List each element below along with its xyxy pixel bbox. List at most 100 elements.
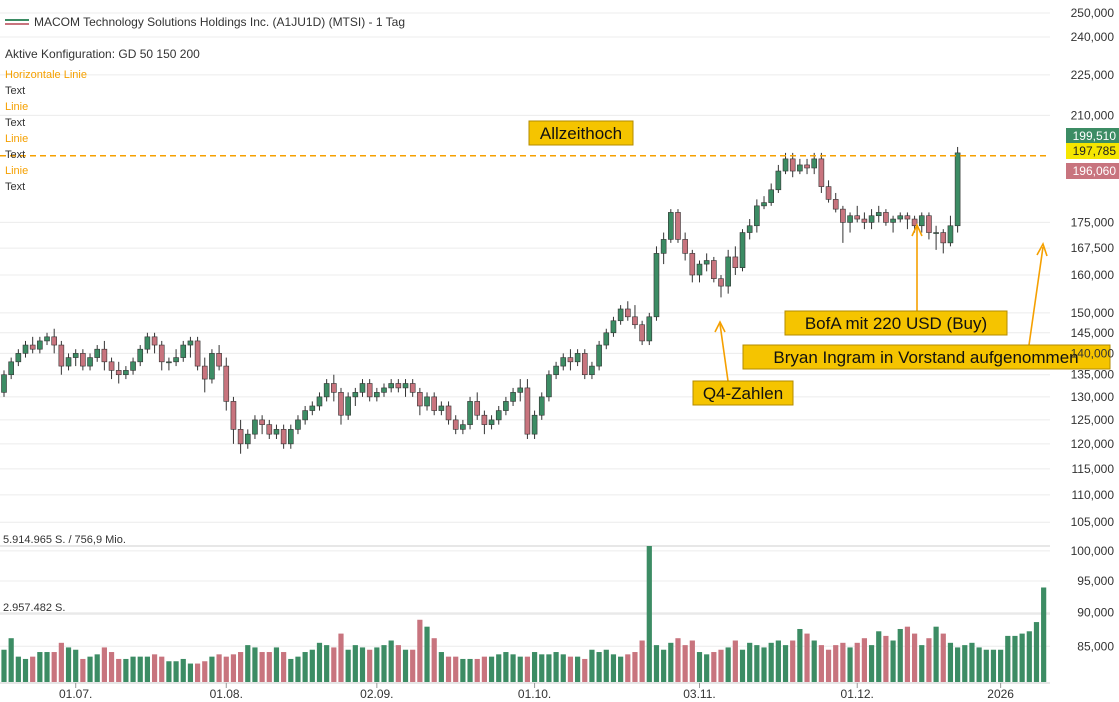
candle-body[interactable] <box>797 164 803 172</box>
candle-body[interactable] <box>331 383 337 393</box>
candle-body[interactable] <box>553 365 559 376</box>
candle-body[interactable] <box>610 320 617 334</box>
candle-body[interactable] <box>668 212 674 240</box>
candle-body[interactable] <box>244 433 251 445</box>
candle-body[interactable] <box>689 253 696 276</box>
candle-body[interactable] <box>8 361 14 376</box>
candle-body[interactable] <box>173 357 179 363</box>
candle-body[interactable] <box>295 419 301 430</box>
candle-body[interactable] <box>581 353 588 376</box>
candle-body[interactable] <box>847 215 853 223</box>
candle-body[interactable] <box>359 383 366 393</box>
candle-body[interactable] <box>739 232 746 269</box>
candle-body[interactable] <box>51 336 57 346</box>
candle-body[interactable] <box>352 392 359 398</box>
legend-item-line[interactable]: Linie <box>5 165 28 177</box>
candle-body[interactable] <box>101 348 108 363</box>
candle-body[interactable] <box>460 424 466 430</box>
annotation-q4-zahlen[interactable]: Q4-Zahlen <box>692 380 794 406</box>
candle-body[interactable] <box>639 324 645 342</box>
candle-body[interactable] <box>187 340 194 346</box>
candle-body[interactable] <box>718 278 724 287</box>
candle-body[interactable] <box>517 387 524 393</box>
candle-body[interactable] <box>596 344 602 367</box>
candle-body[interactable] <box>811 158 818 169</box>
candle-body[interactable] <box>22 344 29 354</box>
candle-body[interactable] <box>761 202 767 207</box>
candle-body[interactable] <box>538 396 545 416</box>
candle-body[interactable] <box>646 316 653 342</box>
candle-body[interactable] <box>1 374 7 393</box>
candle-body[interactable] <box>130 361 136 371</box>
candle-body[interactable] <box>918 215 925 227</box>
candle-body[interactable] <box>452 419 459 430</box>
candle-body[interactable] <box>940 232 947 244</box>
candle-body[interactable] <box>259 419 265 425</box>
candle-body[interactable] <box>481 414 488 425</box>
candle-body[interactable] <box>29 344 36 350</box>
candle-body[interactable] <box>323 383 330 398</box>
candle-body[interactable] <box>703 260 710 265</box>
candle-body[interactable] <box>445 405 452 421</box>
candle-body[interactable] <box>804 164 810 169</box>
legend-item-text[interactable]: Text <box>5 85 25 97</box>
legend-item-text[interactable]: Text <box>5 181 25 193</box>
legend-item-horizontal-line[interactable]: Horizontale Linie <box>5 69 87 81</box>
candle-body[interactable] <box>230 401 237 430</box>
candle-body[interactable] <box>395 383 402 389</box>
candle-body[interactable] <box>223 365 230 402</box>
legend-item-line[interactable]: Linie <box>5 101 28 113</box>
candle-body[interactable] <box>660 239 667 254</box>
candle-body[interactable] <box>144 336 151 350</box>
legend-item-text[interactable]: Text <box>5 149 25 161</box>
candle-body[interactable] <box>58 344 65 367</box>
candle-body[interactable] <box>818 158 825 187</box>
candle-body[interactable] <box>632 316 638 326</box>
candle-body[interactable] <box>904 215 911 220</box>
legend-item-text[interactable]: Text <box>5 117 25 129</box>
candle-body[interactable] <box>302 410 308 421</box>
candle-body[interactable] <box>166 361 172 364</box>
candle-body[interactable] <box>137 348 144 363</box>
candle-body[interactable] <box>280 429 287 445</box>
candle-body[interactable] <box>94 348 101 358</box>
candle-body[interactable] <box>44 336 50 342</box>
candle-body[interactable] <box>567 357 574 363</box>
annotation-ingram[interactable]: Bryan Ingram in Vorstand aufgenommen <box>742 344 1111 370</box>
candle-body[interactable] <box>574 353 581 363</box>
candle-body[interactable] <box>488 419 495 425</box>
candle-body[interactable] <box>947 225 954 244</box>
candle-body[interactable] <box>560 357 567 367</box>
legend-item-line[interactable]: Linie <box>5 133 28 145</box>
candle-body[interactable] <box>911 218 918 227</box>
candle-body[interactable] <box>474 401 481 416</box>
candle-body[interactable] <box>409 383 416 393</box>
candle-body[interactable] <box>201 365 208 380</box>
candle-body[interactable] <box>438 405 445 411</box>
candle-body[interactable] <box>789 158 796 172</box>
candle-body[interactable] <box>711 260 717 279</box>
candle-body[interactable] <box>273 429 280 435</box>
candle-body[interactable] <box>531 414 538 435</box>
candle-body[interactable] <box>603 332 610 346</box>
candle-body[interactable] <box>402 383 409 389</box>
candle-body[interactable] <box>180 344 187 358</box>
candle-body[interactable] <box>861 218 868 223</box>
candle-body[interactable] <box>151 336 158 346</box>
candle-body[interactable] <box>825 186 832 200</box>
candle-body[interactable] <box>746 225 753 233</box>
candle-body[interactable] <box>617 308 624 322</box>
candle-body[interactable] <box>890 218 896 223</box>
candle-body[interactable] <box>37 340 43 350</box>
candle-body[interactable] <box>424 396 430 407</box>
candle-body[interactable] <box>933 232 939 234</box>
candle-body[interactable] <box>832 199 839 210</box>
candle-body[interactable] <box>431 396 438 411</box>
candle-body[interactable] <box>123 370 129 376</box>
candle-body[interactable] <box>345 396 351 416</box>
candle-body[interactable] <box>897 215 904 220</box>
candlesticks[interactable] <box>1 146 961 454</box>
candle-body[interactable] <box>754 205 760 227</box>
candle-body[interactable] <box>115 370 122 376</box>
candle-body[interactable] <box>374 392 380 398</box>
